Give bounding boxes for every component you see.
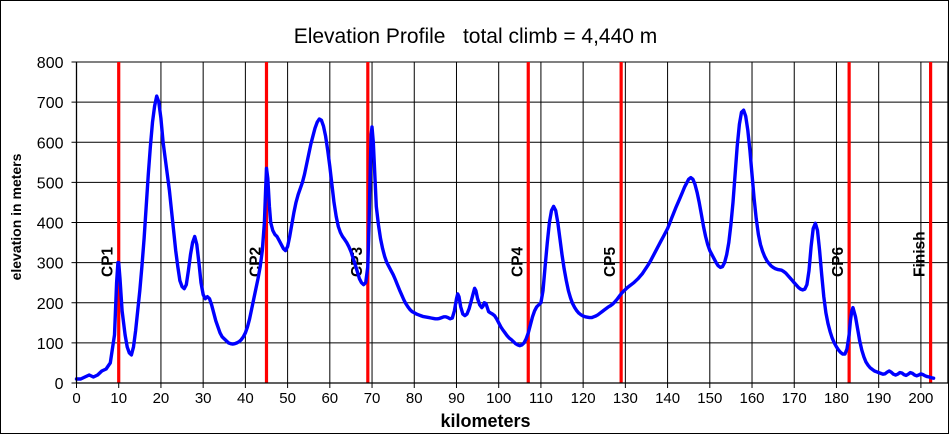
- svg-text:60: 60: [321, 390, 338, 407]
- svg-text:30: 30: [195, 390, 212, 407]
- svg-text:70: 70: [364, 390, 381, 407]
- svg-text:Finish: Finish: [912, 231, 929, 277]
- svg-text:CP4: CP4: [509, 246, 526, 277]
- svg-text:150: 150: [697, 390, 722, 407]
- svg-text:200: 200: [37, 296, 64, 313]
- svg-text:300: 300: [37, 256, 64, 273]
- svg-text:10: 10: [110, 390, 127, 407]
- svg-text:20: 20: [153, 390, 170, 407]
- svg-text:180: 180: [824, 390, 849, 407]
- svg-text:800: 800: [37, 55, 64, 72]
- svg-text:0: 0: [72, 390, 80, 407]
- svg-text:50: 50: [279, 390, 296, 407]
- svg-text:140: 140: [655, 390, 680, 407]
- svg-text:190: 190: [866, 390, 891, 407]
- svg-text:400: 400: [37, 216, 64, 233]
- svg-text:100: 100: [486, 390, 511, 407]
- svg-text:0: 0: [55, 376, 64, 393]
- svg-text:700: 700: [37, 95, 64, 112]
- svg-text:500: 500: [37, 175, 64, 192]
- svg-text:110: 110: [529, 390, 553, 407]
- svg-text:170: 170: [782, 390, 807, 407]
- svg-text:600: 600: [37, 135, 64, 152]
- svg-text:CP6: CP6: [830, 246, 847, 277]
- svg-text:40: 40: [237, 390, 254, 407]
- svg-text:130: 130: [613, 390, 638, 407]
- svg-text:CP1: CP1: [100, 246, 117, 277]
- svg-text:90: 90: [448, 390, 465, 407]
- svg-text:160: 160: [740, 390, 765, 407]
- svg-text:200: 200: [908, 390, 933, 407]
- svg-text:120: 120: [571, 390, 596, 407]
- svg-text:80: 80: [406, 390, 423, 407]
- svg-text:CP5: CP5: [602, 246, 619, 277]
- svg-text:100: 100: [37, 336, 64, 353]
